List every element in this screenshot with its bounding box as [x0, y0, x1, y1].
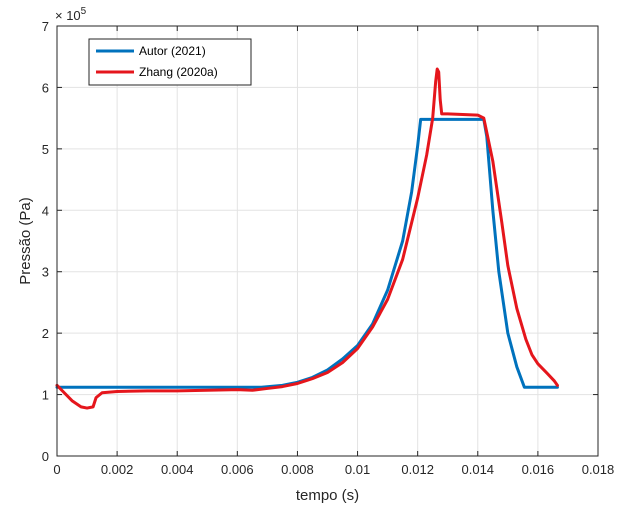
y-axis-label: Pressão (Pa) — [17, 197, 34, 285]
series-layer — [55, 67, 559, 410]
x-tick-label: 0.008 — [281, 462, 314, 477]
x-tick-label: 0.002 — [101, 462, 134, 477]
y-tick-label: 4 — [42, 203, 49, 218]
legend: Autor (2021) Zhang (2020a) — [88, 38, 252, 86]
y-multiplier-exponent: 5 — [81, 6, 87, 17]
x-tick-label: 0.016 — [522, 462, 555, 477]
axes-box — [56, 25, 599, 457]
plot-area — [57, 26, 598, 456]
y-tick-label: 3 — [42, 265, 49, 280]
legend-label-autor: Autor (2021) — [139, 44, 206, 58]
legend-label-zhang: Zhang (2020a) — [139, 65, 218, 79]
x-tick-label: 0.014 — [462, 462, 495, 477]
x-tick-label: 0.018 — [582, 462, 615, 477]
y-tick-label: 1 — [42, 388, 49, 403]
y-axis-multiplier: × 105 — [55, 6, 87, 23]
x-tick-label: 0.012 — [401, 462, 434, 477]
y-tick-label: 7 — [42, 19, 49, 34]
ticks — [56, 25, 599, 457]
series-line-zhang — [55, 67, 559, 410]
x-tick-label: 0.01 — [345, 462, 370, 477]
y-tick-label: 5 — [42, 142, 49, 157]
tick-labels: 0 0.002 0.004 0.006 0.008 0.01 0.012 0.014 0.016… — [42, 19, 615, 477]
x-axis-label: tempo (s) — [296, 487, 359, 504]
y-multiplier-base: × 10 — [55, 8, 81, 23]
x-tick-label: 0 — [53, 462, 60, 477]
y-tick-label: 0 — [42, 449, 49, 464]
legend-box — [88, 38, 252, 86]
x-tick-label: 0.006 — [221, 462, 254, 477]
x-tick-label: 0.004 — [161, 462, 194, 477]
y-tick-label: 2 — [42, 326, 49, 341]
y-tick-label: 6 — [42, 80, 49, 95]
